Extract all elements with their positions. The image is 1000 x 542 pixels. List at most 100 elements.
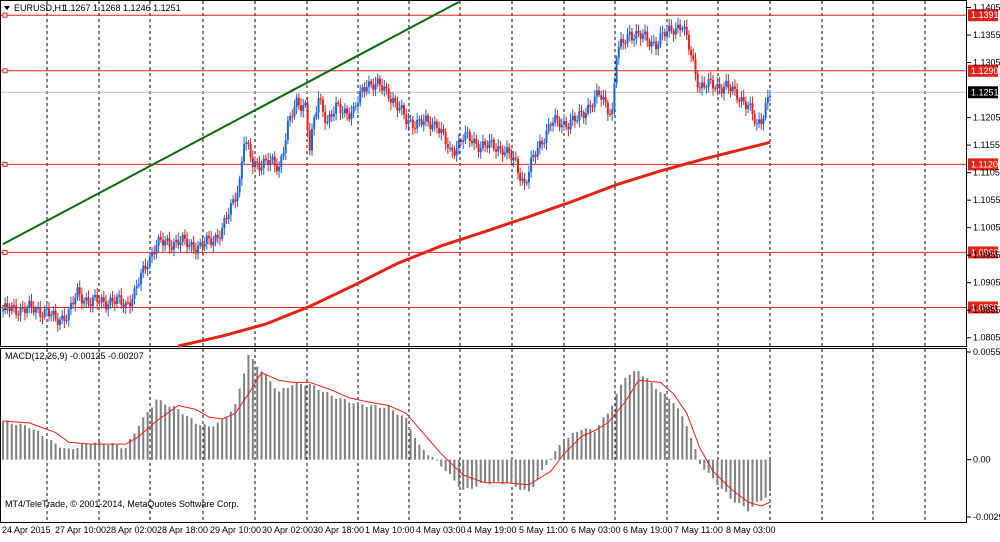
time-tick-label: 4 May 19:00: [467, 525, 517, 535]
candle-body: [606, 102, 609, 114]
candle-body: [63, 315, 66, 322]
macd-bar: [155, 399, 158, 460]
level-handle[interactable]: [2, 249, 8, 255]
candle: [10, 301, 13, 315]
candle-body: [262, 158, 265, 168]
candle-body: [701, 82, 704, 89]
trendline-layer[interactable]: [2, 1, 460, 246]
candle-body: [317, 98, 320, 113]
candle: [701, 75, 704, 96]
candle-body: [556, 115, 559, 120]
level-handle[interactable]: [2, 68, 8, 74]
candle: [766, 89, 769, 111]
macd-bar: [497, 459, 500, 482]
candle: [571, 109, 574, 126]
candle: [8, 302, 11, 318]
candle-body: [271, 156, 274, 160]
macd-bar: [129, 438, 132, 460]
macd-bar: [243, 373, 246, 460]
candle: [479, 141, 482, 159]
candle-body: [78, 287, 81, 295]
candle-body: [703, 82, 706, 88]
level-handle[interactable]: [2, 161, 8, 167]
candle: [350, 105, 353, 126]
candle-body: [6, 303, 9, 309]
candle-body: [89, 303, 92, 307]
candle-body: [580, 111, 583, 113]
candle: [319, 93, 322, 105]
candle: [232, 195, 235, 206]
candle: [674, 22, 677, 40]
horizontal-levels[interactable]: 1.1391 1.1290 1.1120 1.0960 1.0860 1.1251: [1, 9, 999, 314]
level-price-label: 1.1120: [971, 159, 998, 169]
candle: [681, 25, 684, 33]
candle: [407, 113, 410, 131]
macd-bar: [247, 354, 250, 460]
candle-body: [148, 256, 151, 267]
candle: [683, 20, 686, 36]
candle-body: [698, 87, 701, 89]
candle-body: [427, 115, 430, 122]
candle: [260, 160, 263, 175]
macd-bar: [742, 459, 745, 507]
candle: [639, 30, 642, 46]
candle: [560, 118, 563, 134]
candle-body: [102, 297, 105, 302]
candle: [692, 48, 695, 62]
candle-body: [190, 242, 193, 245]
candle-body: [100, 297, 103, 303]
macd-bar: [479, 459, 482, 483]
candle-body: [109, 297, 112, 305]
macd-bar: [291, 385, 294, 460]
macd-bar: [558, 445, 561, 460]
trendline[interactable]: [2, 1, 460, 246]
candle: [15, 298, 18, 319]
candle: [668, 18, 671, 38]
candle-body: [214, 234, 217, 242]
candle-body: [188, 244, 191, 247]
time-tick-label: 5 May 11:00: [519, 525, 568, 535]
macd-bar: [85, 443, 88, 460]
candle-body: [473, 138, 476, 143]
candle-body: [96, 294, 99, 303]
candle-body: [10, 305, 13, 312]
candle-body: [26, 307, 29, 314]
candle: [313, 114, 316, 136]
candle: [641, 28, 644, 43]
candle-body: [39, 307, 42, 317]
macd-bar: [142, 417, 145, 460]
level-price-label: 1.0860: [971, 302, 999, 312]
macd-bar: [221, 419, 224, 460]
level-handle[interactable]: [2, 12, 8, 18]
candle: [521, 171, 524, 186]
candle-body: [587, 104, 590, 114]
macd-bar: [733, 459, 736, 503]
macd-bar: [663, 393, 666, 460]
candle: [685, 19, 688, 40]
candle: [179, 235, 182, 253]
candle-body: [400, 105, 403, 109]
candle: [672, 28, 675, 42]
candle-body: [370, 81, 373, 85]
candle: [352, 102, 355, 119]
candle: [760, 113, 763, 130]
macd-bar: [234, 404, 237, 460]
candle-body: [652, 41, 655, 43]
candle: [433, 116, 436, 132]
macd-bar: [28, 428, 31, 460]
candle: [409, 114, 412, 123]
symbol-label: EURUSD,H1: [14, 3, 66, 13]
candle: [89, 297, 92, 313]
candle-body: [525, 182, 528, 184]
candle: [440, 121, 443, 141]
candle: [80, 287, 83, 310]
candle-body: [626, 34, 629, 44]
triangle-down-icon[interactable]: [4, 6, 10, 10]
candle: [19, 303, 22, 322]
candle-body: [52, 310, 55, 315]
candle-body: [151, 252, 154, 257]
candle-body: [32, 306, 35, 313]
candle-body: [166, 238, 169, 241]
